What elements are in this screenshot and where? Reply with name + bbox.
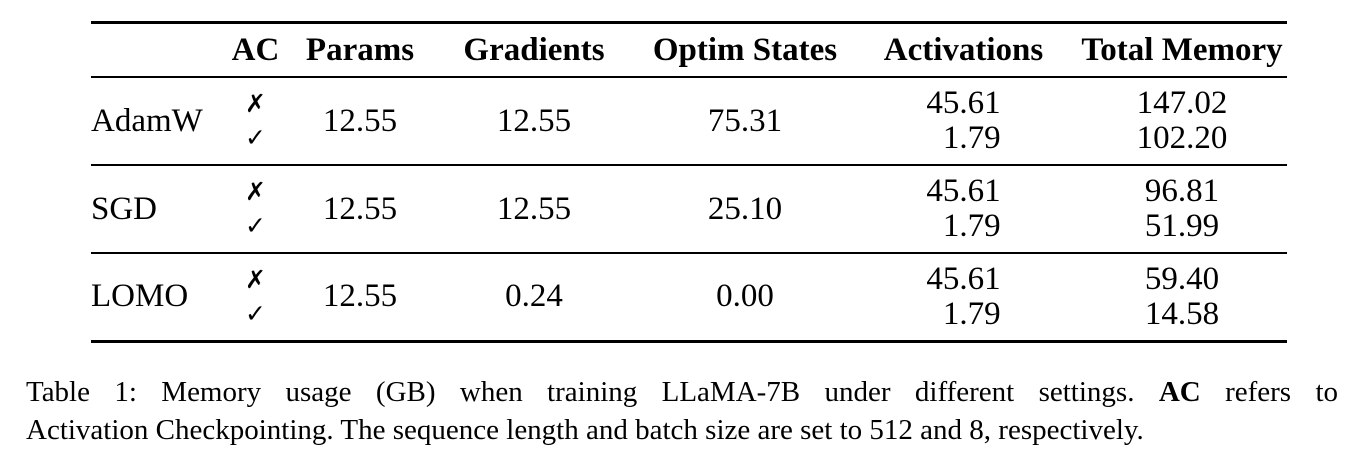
activations-values: 45.61 1.79	[926, 260, 1001, 332]
total-memory-values: 59.40 14.58	[1144, 260, 1220, 332]
activations-values: 45.61 1.79	[926, 174, 1000, 244]
header-row: AC Params Gradients Optim States Activat…	[91, 22, 1287, 78]
ac-marks: ✗ ✓	[245, 175, 266, 243]
cell-total-memory: 147.02 102.20	[1077, 77, 1287, 165]
total-memory-with-ac: 102.20	[1136, 120, 1228, 156]
caption-ac-abbrev: AC	[1158, 376, 1201, 408]
column-header-total-memory: Total Memory	[1081, 31, 1283, 68]
cell-params: 12.55	[322, 102, 398, 139]
total-memory-with-ac: 14.58	[1144, 295, 1220, 332]
table-caption: Table 1: Memory usage (GB) when training…	[26, 373, 1338, 449]
cell-activations: 45.61 1.79	[850, 77, 1077, 165]
column-header-gradients: Gradients	[463, 31, 605, 68]
cell-gradients: 12.55	[496, 190, 572, 227]
column-header-activations: Activations	[883, 31, 1044, 68]
ac-marks: ✗ ✓	[245, 263, 266, 331]
ac-marks: ✗ ✓	[245, 87, 266, 155]
cell-total-memory: 96.81 51.99	[1077, 165, 1287, 253]
cell-optim-states: 0.00	[716, 278, 774, 315]
memory-usage-table: AC Params Gradients Optim States Activat…	[91, 21, 1287, 343]
total-memory-values: 147.02 102.20	[1137, 86, 1228, 156]
activations-with-ac: 1.79	[942, 120, 1001, 156]
total-memory-no-ac: 96.81	[1144, 173, 1220, 209]
cell-total-memory: 59.40 14.58	[1077, 253, 1287, 341]
row-label-lomo: LOMO	[91, 278, 189, 315]
ballot-x-icon: ✗	[245, 89, 266, 118]
table-row: LOMO ✗ ✓ 12.55 0.24 0.00 45.61 1.79	[91, 253, 1287, 341]
caption-line-2: Activation Checkpointing. The sequence l…	[26, 414, 1144, 446]
check-mark-icon: ✓	[245, 123, 266, 152]
row-label-sgd: SGD	[91, 190, 158, 227]
cell-ac: ✗ ✓	[219, 253, 292, 341]
caption-text-before-ac: Table 1: Memory usage (GB) when training…	[26, 376, 1135, 408]
activations-no-ac: 45.61	[926, 85, 1001, 121]
cell-activations: 45.61 1.79	[850, 253, 1077, 341]
cell-params: 12.55	[322, 190, 398, 227]
activations-values: 45.61 1.79	[926, 86, 1000, 156]
column-header-empty	[91, 23, 219, 78]
activations-no-ac: 45.61	[926, 173, 1001, 209]
cell-params: 12.55	[322, 278, 398, 315]
activations-with-ac: 1.79	[942, 295, 1001, 332]
total-memory-no-ac: 147.02	[1136, 85, 1228, 121]
column-header-optim-states: Optim States	[652, 31, 838, 68]
table-body: AdamW ✗ ✓ 12.55 12.55 75.31 45.61 1.79	[91, 77, 1287, 341]
column-header-params: Params	[305, 31, 415, 68]
table-row: SGD ✗ ✓ 12.55 12.55 25.10 45.61 1.79	[91, 165, 1287, 253]
cell-ac: ✗ ✓	[219, 165, 292, 253]
table-header: AC Params Gradients Optim States Activat…	[91, 22, 1287, 78]
column-header-ac: AC	[231, 31, 280, 68]
table-row: AdamW ✗ ✓ 12.55 12.55 75.31 45.61 1.79	[91, 77, 1287, 165]
check-mark-icon: ✓	[245, 211, 266, 240]
activations-with-ac: 1.79	[942, 208, 1001, 244]
cell-ac: ✗ ✓	[219, 77, 292, 165]
ballot-x-icon: ✗	[245, 264, 266, 294]
cell-optim-states: 25.10	[707, 190, 783, 227]
ballot-x-icon: ✗	[245, 177, 266, 206]
caption-line-1: Table 1: Memory usage (GB) when training…	[26, 373, 1338, 411]
cell-gradients: 0.24	[505, 278, 563, 315]
check-mark-icon: ✓	[245, 298, 266, 328]
cell-gradients: 12.55	[496, 102, 572, 139]
row-label-adamw: AdamW	[91, 102, 203, 139]
total-memory-with-ac: 51.99	[1144, 208, 1220, 244]
total-memory-no-ac: 59.40	[1144, 260, 1220, 297]
cell-activations: 45.61 1.79	[850, 165, 1077, 253]
activations-no-ac: 45.61	[926, 260, 1001, 297]
total-memory-values: 96.81 51.99	[1145, 174, 1219, 244]
caption-text-after-ac: refers to	[1225, 376, 1339, 408]
cell-optim-states: 75.31	[707, 102, 783, 139]
memory-usage-table-area: AC Params Gradients Optim States Activat…	[91, 21, 1287, 343]
